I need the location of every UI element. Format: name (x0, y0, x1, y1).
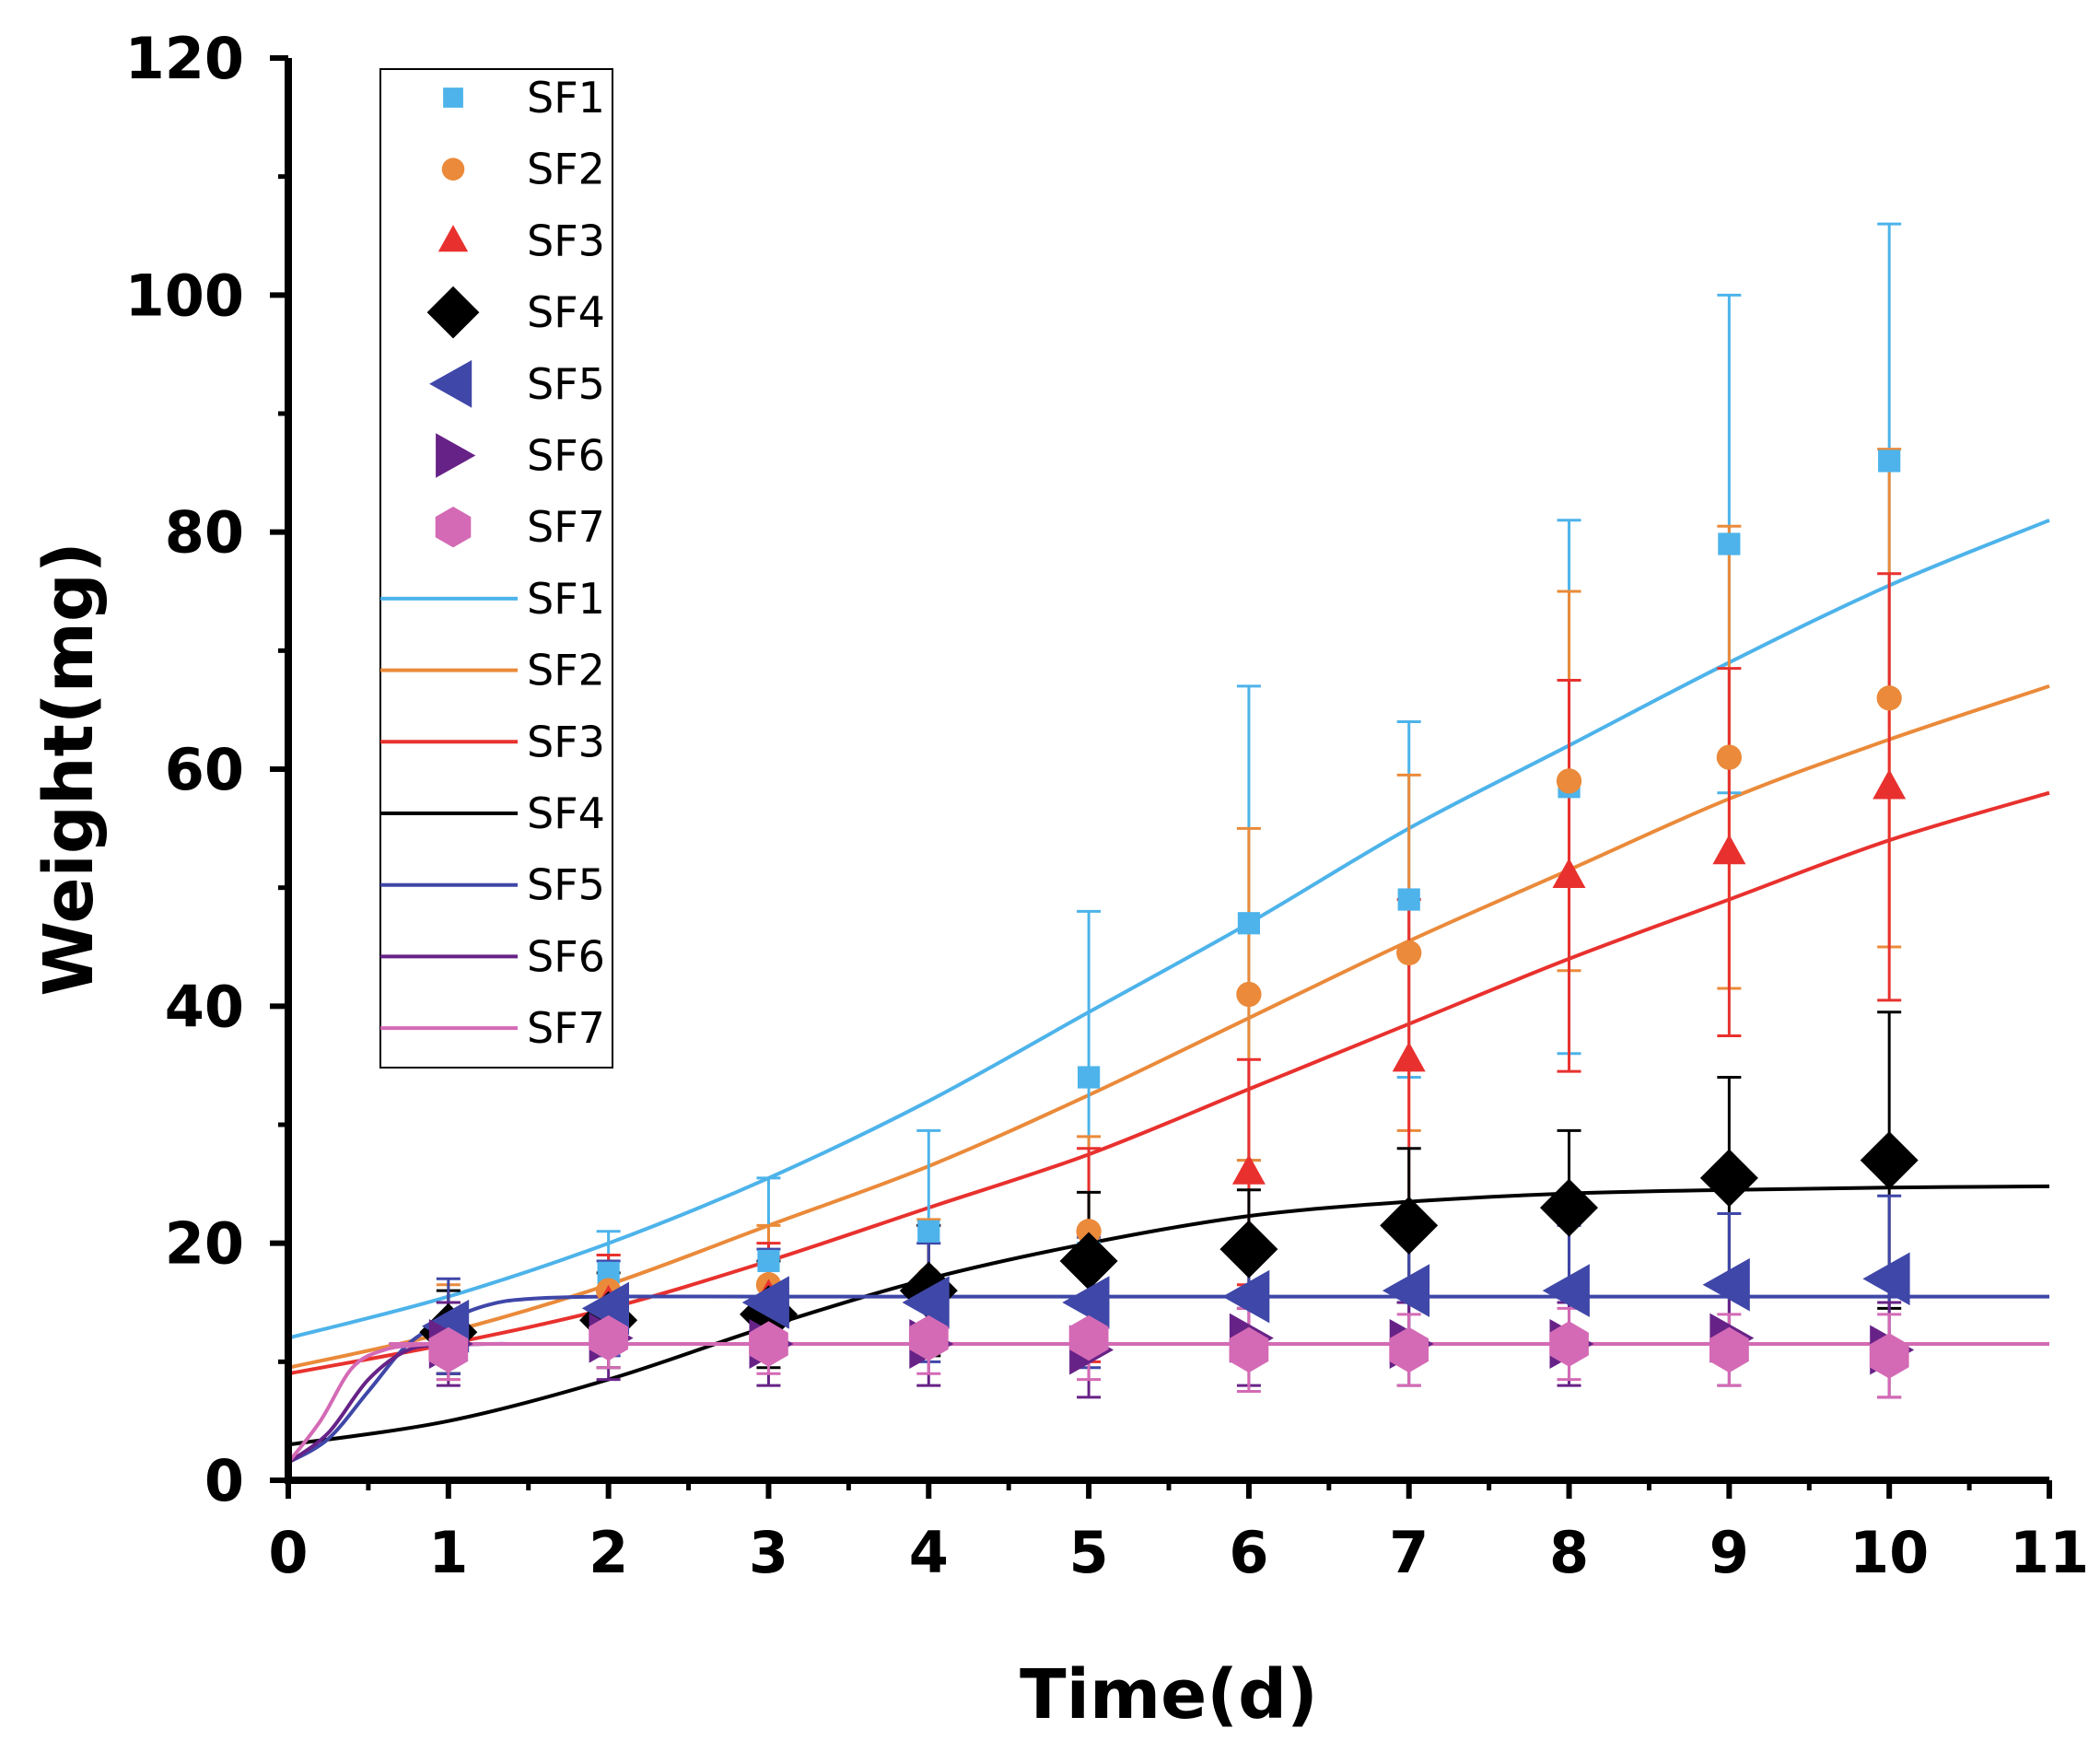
legend-label: SF5 (527, 860, 605, 910)
data-point-sf5 (902, 1276, 950, 1329)
legend-marker-sf7 (435, 507, 472, 548)
y-tick-label: 120 (125, 25, 244, 92)
y-tick-label: 20 (165, 1210, 244, 1278)
data-point-sf7 (1709, 1326, 1749, 1373)
legend-label: SF5 (527, 359, 605, 409)
legend-marker-sf2 (441, 158, 465, 181)
data-point-sf2 (1556, 768, 1582, 794)
data-point-sf5 (1382, 1264, 1430, 1317)
data-point-sf5 (1702, 1257, 1750, 1312)
data-markers (419, 450, 1919, 1379)
y-tick-label: 0 (204, 1447, 244, 1514)
legend-label: SF3 (527, 216, 605, 265)
x-tick-label: 11 (2010, 1519, 2089, 1586)
legend-label: SF4 (527, 788, 605, 838)
data-point-sf2 (1236, 981, 1262, 1008)
x-tick-label: 8 (1549, 1519, 1589, 1586)
legend-box (379, 68, 613, 1069)
y-tick-label: 40 (165, 973, 244, 1040)
data-point-sf2 (1396, 940, 1422, 966)
data-point-sf4 (1699, 1149, 1758, 1208)
legend-marker-sf5 (429, 359, 472, 408)
data-point-sf3 (1712, 834, 1746, 865)
data-point-sf7 (1869, 1333, 1909, 1379)
legend-label: SF1 (527, 574, 605, 624)
data-point-sf5 (741, 1276, 789, 1329)
legend-label: SF2 (527, 646, 605, 695)
data-point-sf4 (1860, 1131, 1919, 1190)
fit-curve-sf6 (286, 1341, 2049, 1465)
x-tick-label: 3 (749, 1519, 788, 1586)
legend-label: SF6 (527, 431, 605, 481)
legend-label: SF7 (527, 502, 605, 552)
data-point-sf5 (1062, 1276, 1110, 1329)
data-point-sf3 (1392, 1042, 1426, 1072)
data-point-sf2 (1716, 744, 1743, 770)
x-tick-label: 2 (589, 1519, 628, 1586)
legend-label: SF2 (527, 145, 605, 194)
y-tick-label: 100 (125, 262, 244, 329)
y-tick-label: 60 (165, 736, 244, 803)
legend-label: SF7 (527, 1003, 605, 1053)
ticks: 0 1 2 3 4 5 6 7 8 9 10 11 0 20 40 60 80 100 120 (125, 25, 2090, 1586)
legend-marker-sf3 (438, 225, 469, 252)
data-point-sf3 (1231, 1154, 1266, 1185)
legend-marker-sf4 (426, 286, 480, 339)
legend-label: SF3 (527, 717, 605, 766)
fit-curve-sf1 (287, 518, 2050, 1340)
data-point-sf7 (1389, 1326, 1429, 1373)
data-point-sf3 (1872, 769, 1907, 800)
x-tick-label: 9 (1709, 1519, 1749, 1586)
x-tick-label: 6 (1229, 1519, 1268, 1586)
data-point-sf3 (1552, 858, 1586, 888)
fit-curve-sf5 (286, 1294, 2049, 1465)
data-point-sf1 (1237, 912, 1261, 935)
fit-curve-sf4 (287, 1184, 2050, 1447)
data-point-sf4 (1380, 1196, 1439, 1255)
data-point-sf5 (1222, 1269, 1270, 1324)
x-tick-label: 1 (428, 1519, 468, 1586)
data-point-sf7 (1549, 1321, 1589, 1367)
x-tick-label: 5 (1069, 1519, 1109, 1586)
data-point-sf7 (749, 1321, 788, 1367)
x-tick-label: 10 (1849, 1519, 1929, 1586)
data-point-sf4 (1540, 1178, 1598, 1237)
x-axis-title: Time(d) (1020, 1655, 1318, 1734)
x-tick-label: 0 (268, 1519, 308, 1586)
data-point-sf7 (908, 1314, 949, 1361)
data-point-sf7 (1229, 1326, 1269, 1373)
x-tick-label: 7 (1389, 1519, 1429, 1586)
data-point-sf2 (1876, 685, 1902, 711)
data-point-sf4 (1219, 1220, 1278, 1279)
legend-marker-sf6 (436, 433, 476, 478)
data-point-sf4 (1059, 1232, 1118, 1291)
fit-curve-sf2 (287, 684, 2050, 1370)
data-point-sf1 (757, 1249, 780, 1273)
legend-label: SF6 (527, 931, 605, 981)
data-point-sf2 (1076, 1219, 1102, 1244)
data-point-sf1 (1397, 888, 1420, 911)
fit-curve-sf7 (286, 1341, 2049, 1464)
data-point-sf1 (1718, 532, 1741, 555)
y-tick-label: 80 (165, 499, 244, 566)
data-point-sf1 (1077, 1066, 1101, 1089)
error-bars (436, 222, 1902, 1399)
data-point-sf5 (1862, 1252, 1910, 1306)
data-point-sf1 (917, 1220, 940, 1243)
x-tick-label: 4 (909, 1519, 949, 1586)
y-axis-title: Weight(mg) (29, 542, 109, 996)
data-point-sf7 (428, 1326, 469, 1373)
legend-label: SF4 (527, 287, 605, 337)
data-point-sf7 (1068, 1314, 1109, 1361)
legend-marker-sf1 (443, 88, 463, 108)
data-point-sf7 (589, 1314, 628, 1361)
data-point-sf1 (1878, 450, 1901, 473)
legend: SF1 SF2 SF3 SF4 SF5 SF6 SF7 SF1 SF2 SF3 SF4 SF5 SF6 S… (379, 68, 613, 1069)
legend-label: SF1 (527, 73, 605, 123)
data-point-sf5 (1542, 1264, 1590, 1317)
